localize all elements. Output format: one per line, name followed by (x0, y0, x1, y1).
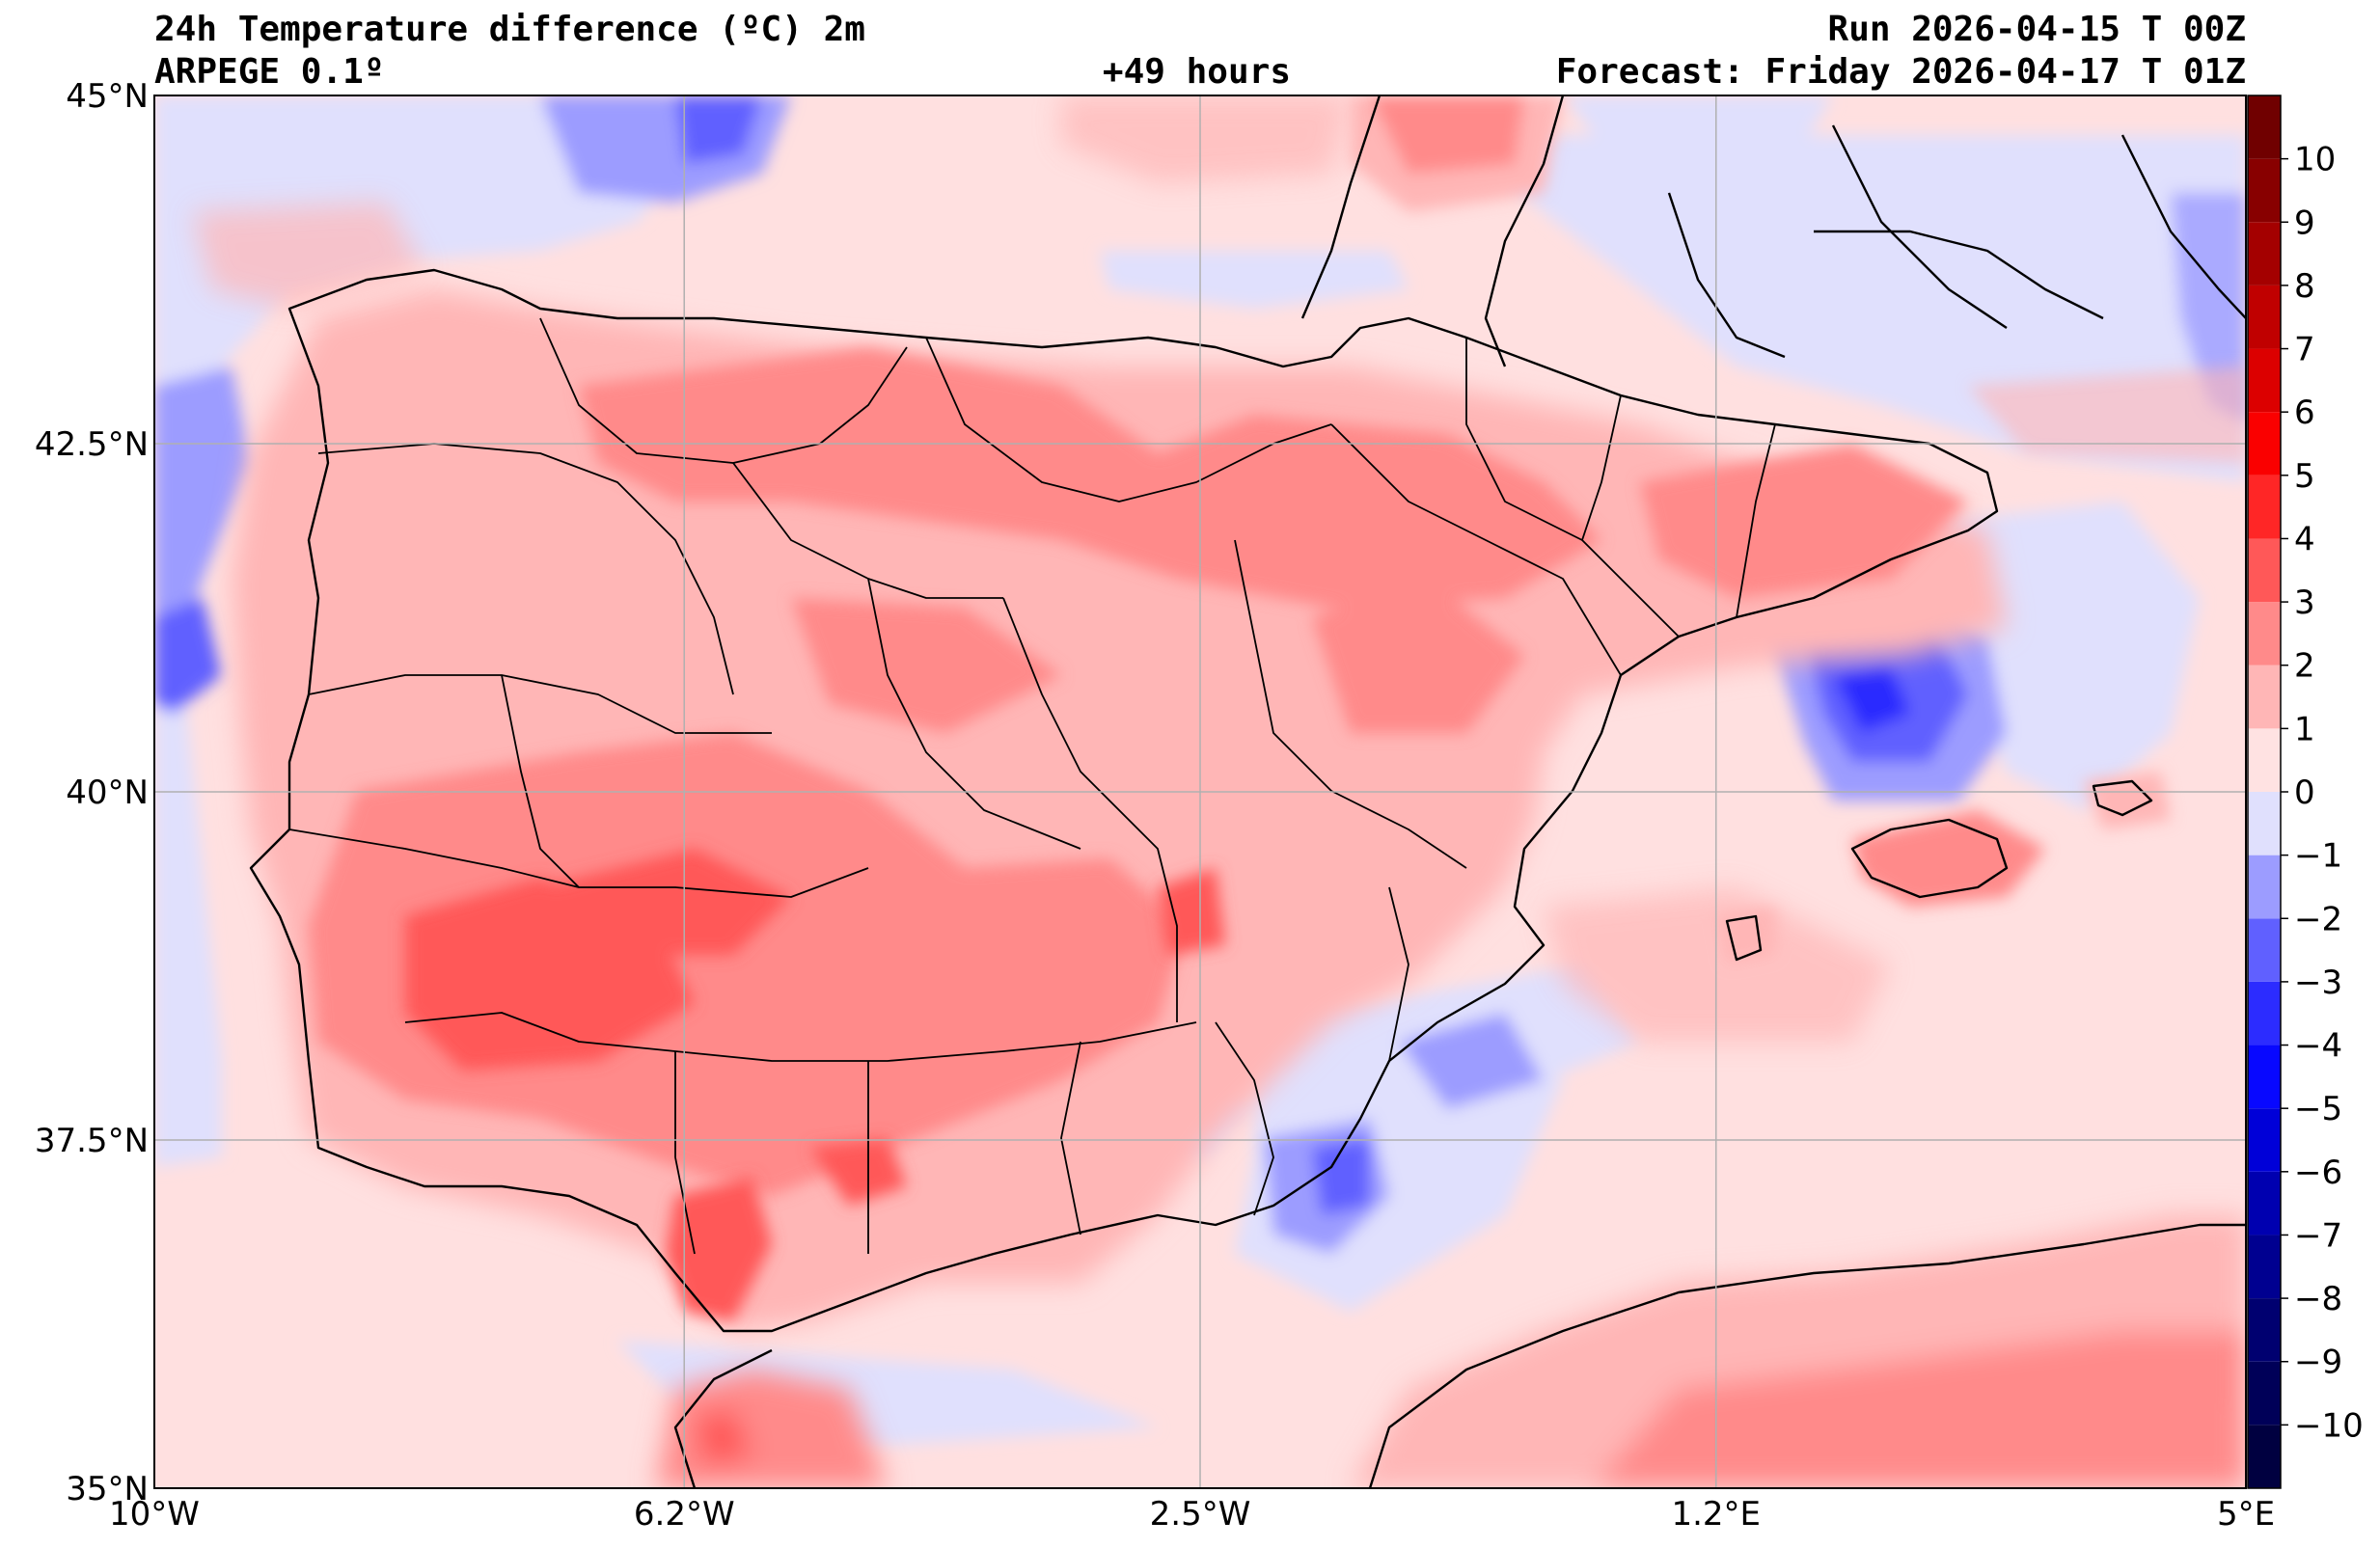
map-frame (153, 95, 2247, 1489)
lon-tick-label: 5°E (2217, 1495, 2275, 1534)
colorbar-tick-label: −4 (2294, 1027, 2342, 1066)
colorbar-tick-label: −1 (2294, 837, 2342, 876)
colorbar-segment (2248, 792, 2281, 855)
colorbar-segment (2248, 1108, 2281, 1172)
colorbar-tick-label: 8 (2294, 267, 2315, 306)
colorbar-segment (2248, 981, 2281, 1046)
colorbar-segment (2248, 348, 2281, 413)
border-lines (249, 95, 2246, 1488)
warm-core-regions (309, 95, 2246, 1196)
colorbar-tick-label: 4 (2294, 520, 2315, 558)
colorbar-tick-label: 0 (2294, 774, 2315, 812)
north-africa-region (656, 1215, 2246, 1488)
colorbar-segment (2248, 1045, 2281, 1109)
colorbar-segment (2248, 602, 2281, 665)
sea-warm-patches (193, 95, 1891, 1042)
lead-time: +49 hours (1103, 52, 1291, 92)
map-panel (154, 95, 2246, 1488)
colorbar-segment (2248, 475, 2281, 539)
colorbar-segment (2248, 1361, 2281, 1426)
colorbar-tick-label: −10 (2294, 1406, 2364, 1445)
grid-lines (154, 95, 2246, 1488)
colorbar-segment (2248, 412, 2281, 475)
lat-tick-label: 42.5°N (35, 425, 149, 464)
colorbar-tick-label: 10 (2294, 141, 2336, 179)
colorbar-segment (2248, 95, 2281, 159)
lon-tick-label: 6.2°W (634, 1495, 735, 1534)
colorbar-segment (2248, 285, 2281, 349)
forecast-time: Forecast: Friday 2026-04-17 T 01Z (1556, 52, 2246, 92)
colorbar-segment (2248, 855, 2281, 919)
colorbar-tick-label: 6 (2294, 394, 2315, 432)
colorbar-tick-label: −3 (2294, 964, 2342, 1002)
cooling-anomaly-regions (154, 95, 2246, 1447)
province-borders (288, 317, 1776, 1255)
colorbar-tick-label: 2 (2294, 647, 2315, 686)
colorbar-tick-label: −6 (2294, 1154, 2342, 1192)
colorbar-segment (2248, 665, 2281, 729)
lon-tick-label: 2.5°W (1150, 1495, 1251, 1534)
longitude-ticks: 10°W 6.2°W 2.5°W 1.2°E 5°E (109, 1495, 2275, 1534)
colorbar-segment (2248, 1425, 2281, 1488)
colorbar-tick-label: −9 (2294, 1344, 2342, 1382)
colorbar-segment (2248, 158, 2281, 223)
run-time: Run 2026-04-15 T 00Z (1828, 10, 2246, 49)
lon-tick-label: 10°W (109, 1495, 200, 1534)
lat-tick-label: 45°N (66, 77, 149, 116)
lat-tick-label: 40°N (66, 774, 149, 812)
colorbar-segment (2248, 1298, 2281, 1362)
colorbar-tick-label: 1 (2294, 710, 2315, 748)
colorbar-tick-label: 7 (2294, 331, 2315, 369)
colorbar-segment (2248, 1171, 2281, 1236)
latitude-ticks: 35°N 37.5°N 40°N 42.5°N 45°N (35, 77, 149, 1508)
colorbar-tick-label: −8 (2294, 1280, 2342, 1318)
lat-tick-label: 37.5°N (35, 1122, 149, 1160)
lat-tick-label: 35°N (66, 1470, 149, 1508)
colorbar-segment (2248, 1235, 2281, 1299)
colorbar-segment (2248, 222, 2281, 285)
colorbar-tick-label: −7 (2294, 1216, 2342, 1255)
model-label: ARPEGE 0.1º (154, 52, 384, 92)
map-title: 24h Temperature difference (ºC) 2m (154, 10, 865, 49)
colorbar-segment (2248, 728, 2281, 792)
colorbar-tick-label: −2 (2294, 900, 2342, 938)
colorbar-tick-label: 3 (2294, 584, 2315, 622)
colorbar-tick-label: 5 (2294, 457, 2315, 496)
colorbar-segment (2248, 538, 2281, 603)
lon-tick-label: 1.2°E (1671, 1495, 1761, 1534)
colorbar-tick-label: 9 (2294, 204, 2315, 242)
colorbar-segment (2248, 918, 2281, 982)
colorbar-tick-label: −5 (2294, 1090, 2342, 1128)
